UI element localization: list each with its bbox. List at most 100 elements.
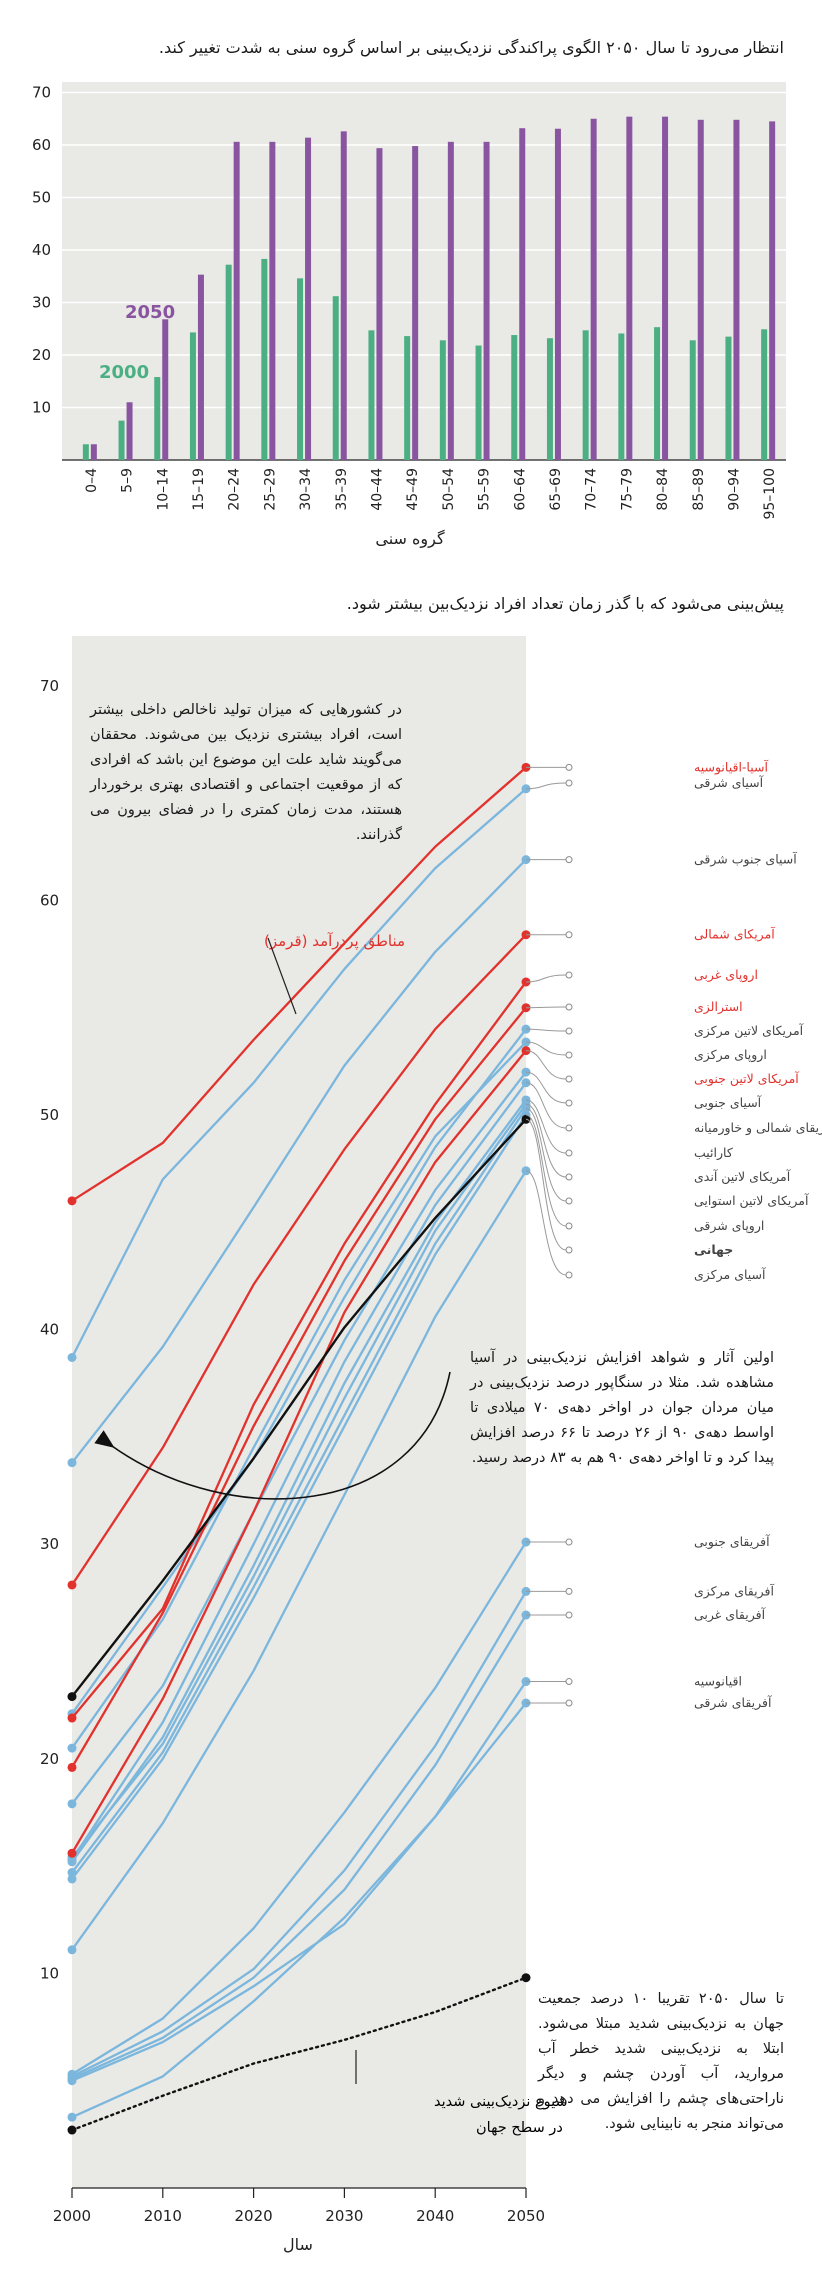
high-income-leader <box>267 937 297 1015</box>
series-line-آفریقای جنوبی <box>71 1541 527 2076</box>
bar-2000-20–24 <box>225 264 232 460</box>
legend-2050: 2050 <box>125 302 175 323</box>
region-label: کارائیب <box>694 1145 733 1161</box>
region-label: آفریقای مرکزی <box>694 1583 774 1599</box>
chart1-y-tick-label: 30 <box>32 294 51 312</box>
region-label: آسیای مرکزی <box>694 1267 766 1283</box>
series-point-اروپای شرقی <box>67 1874 77 1884</box>
chart1-category-label: 95–100 <box>762 468 778 520</box>
region-label: آمریکای شمالی <box>694 927 775 943</box>
leader-آمریکای لاتین جنوبی <box>525 1050 567 1080</box>
region-label: اقیانوسیه <box>694 1674 742 1690</box>
series-line-آسیای شرقی <box>70 787 527 1359</box>
bar-2000-60–64 <box>511 335 518 460</box>
series-line-اقیانوسیه <box>71 1680 527 2082</box>
leader-اروپای شرقی <box>525 1114 567 1227</box>
region-label: اروپای شرقی <box>694 1218 764 1234</box>
chart1-category-label: 75–79 <box>619 468 635 511</box>
bar-2050-5–9 <box>126 402 133 460</box>
bar-2000-15–19 <box>189 332 196 460</box>
series-line-آفریقای شمالی و خاورمیانه <box>71 1082 527 1861</box>
bar-2050-10–14 <box>162 319 169 460</box>
chart1-category-label: 55–59 <box>477 468 493 511</box>
chart1-category-label: 65–69 <box>548 468 564 511</box>
leader-dot-آسیای مرکزی <box>565 1271 573 1279</box>
series-point-آسیا-اقیانوسیه <box>67 1196 77 1206</box>
series-point-آسیای شرقی <box>67 1352 77 1362</box>
region-label: آمریکای لاتین استوایی <box>694 1193 809 1209</box>
series-line-آفریقای مرکزی <box>71 1590 527 2078</box>
asia-note: اولین آثار و شواهد افزایش نزدیک‌بینی در … <box>470 1350 775 1466</box>
leader-dot-کارائیب <box>565 1149 573 1157</box>
bar-2050-80–84 <box>662 116 669 461</box>
bar-2050-60–64 <box>519 128 526 460</box>
bar-2000-35–39 <box>332 296 339 460</box>
chart1-category-label: 85–89 <box>691 468 707 511</box>
leader-dot-آسیا-اقیانوسیه <box>565 763 573 771</box>
series-line-آسیا-اقیانوسیه <box>71 766 527 1202</box>
series-point-اقیانوسیه <box>67 2076 77 2086</box>
chart2-y-tick-label: 30 <box>40 1535 59 1553</box>
series-line-آفریقای غربی <box>71 1614 527 2080</box>
chart1-y-tick-label: 10 <box>32 399 51 417</box>
chart1-category-label: 60–64 <box>512 468 528 511</box>
asia-arrow <box>94 1371 451 1500</box>
region-label: آفریقای جنوبی <box>694 1534 770 1550</box>
chart1-category-label: 45–49 <box>405 468 421 511</box>
region-label: آسیا-اقیانوسیه <box>694 759 768 775</box>
chart1-category-label: 20–24 <box>227 468 243 511</box>
bar-2050-25–29 <box>269 141 276 460</box>
high-income-note: در کشورهایی که میزان تولید ناخالص داخلی … <box>90 702 402 843</box>
leader-dot-اروپای مرکزی <box>565 1051 573 1059</box>
chart1-category-label: 0–4 <box>84 468 100 493</box>
age-group-bar-chart: 10 20 30 40 50 60 70 0–4 5–9 10–14 15–19 20–24 25–29… <box>32 82 786 549</box>
series-point-آسیای جنوبی <box>67 1799 77 1809</box>
leader-استرالزی <box>525 1006 567 1009</box>
chart2-x-tick-label: 2020 <box>235 2207 273 2225</box>
leader-dot-آفریقای شرقی <box>565 1699 573 1707</box>
leader-جهانی <box>525 1118 567 1251</box>
region-label: استرالزی <box>694 999 743 1015</box>
series-point-آفریقای شرقی <box>67 2112 77 2122</box>
bar-2050-65–69 <box>554 128 561 460</box>
leader-آسیای شرقی <box>525 782 567 790</box>
leader-dot-اقیانوسیه <box>565 1678 573 1686</box>
chart1-category-label: 80–84 <box>655 468 671 511</box>
bar-2000-30–34 <box>297 278 304 460</box>
leader-dot-آفریقای جنوبی <box>565 1538 573 1546</box>
series-line-اروپای شرقی <box>71 1114 527 1880</box>
leader-آفریقای شمالی و خاورمیانه <box>525 1082 567 1129</box>
series-line-آمریکای شمالی <box>71 933 527 1586</box>
leader-اروپای غربی <box>525 974 567 983</box>
region-label: آفریقای غربی <box>694 1607 766 1623</box>
region-label: آمریکای لاتین مرکزی <box>694 1023 804 1039</box>
region-label: آفریقای شمالی و خاورمیانه <box>694 1120 822 1136</box>
high-income-label: مناطق پردرآمد (قرمز) <box>264 932 405 951</box>
region-label: آسیای شرقی <box>694 775 764 791</box>
chart2-y-tick-label: 50 <box>40 1106 59 1124</box>
chart2-x-tick-label: 2040 <box>416 2207 454 2225</box>
region-label: جهانی <box>694 1242 733 1257</box>
chart2-title: پیش‌بینی می‌شود که با گذر زمان تعداد افر… <box>346 594 784 613</box>
chart1-y-tick-label: 50 <box>32 189 51 207</box>
bar-2000-80–84 <box>654 327 661 460</box>
leader-dot-اروپای شرقی <box>565 1222 573 1230</box>
leader-dot-استرالزی <box>565 1003 573 1011</box>
bar-2050-30–34 <box>305 137 312 460</box>
legend-2000: 2000 <box>99 362 149 383</box>
severe-myopia-label: شیوع نزدیک‌بینی شدید در سطح جهان <box>434 2094 568 2136</box>
chart1-y-tick-label: 60 <box>32 136 51 154</box>
leader-dot-آفریقای مرکزی <box>565 1587 573 1595</box>
series-line-آسیای مرکزی <box>71 1170 527 1951</box>
series-line-آمریکای لاتین جنوبی <box>71 1049 527 1854</box>
bar-2000-65–69 <box>546 338 553 460</box>
chart2-x-tick-label: 2050 <box>507 2207 545 2225</box>
series-point-آسیای جنوب شرقی <box>67 1458 77 1468</box>
bar-2050-50–54 <box>447 141 454 460</box>
chart1-y-tick-label: 70 <box>32 84 51 102</box>
bar-2000-90–94 <box>725 336 732 460</box>
series-line-آسیای جنوب شرقی <box>71 858 527 1464</box>
chart1-x-axis-label: گروه سنی <box>375 529 445 549</box>
series-line-استرالزی <box>71 1006 527 1768</box>
